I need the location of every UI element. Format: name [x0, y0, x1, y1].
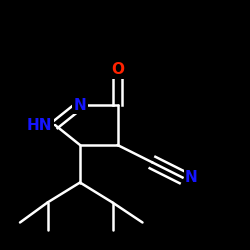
Text: HN: HN	[27, 118, 52, 132]
Text: O: O	[111, 62, 124, 78]
Text: N: N	[74, 98, 86, 112]
Text: N: N	[185, 170, 198, 185]
